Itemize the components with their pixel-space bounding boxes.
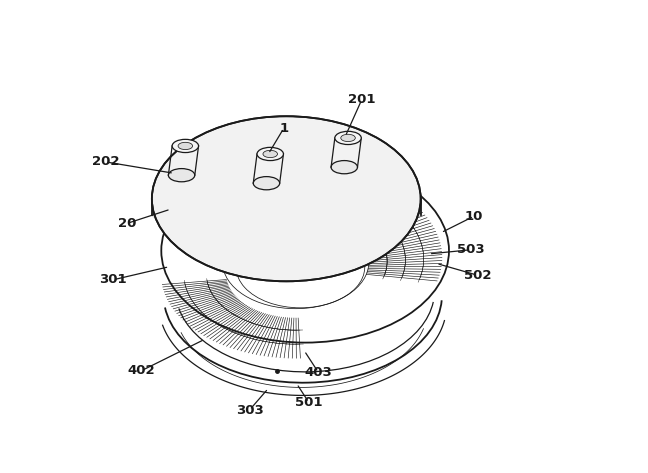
Ellipse shape [257, 148, 283, 160]
Text: 503: 503 [457, 243, 485, 256]
Text: 402: 402 [127, 364, 155, 377]
Text: 202: 202 [93, 156, 120, 168]
Ellipse shape [152, 116, 421, 281]
Ellipse shape [168, 168, 195, 182]
Ellipse shape [341, 134, 355, 141]
Ellipse shape [331, 160, 358, 174]
Ellipse shape [263, 150, 277, 158]
Text: 403: 403 [305, 366, 332, 379]
Text: 201: 201 [348, 93, 375, 106]
Text: 20: 20 [118, 217, 137, 230]
Ellipse shape [335, 131, 361, 145]
Ellipse shape [172, 140, 198, 153]
Ellipse shape [253, 176, 280, 190]
Ellipse shape [178, 142, 192, 149]
Polygon shape [152, 199, 421, 225]
Text: 301: 301 [99, 273, 126, 286]
Text: 502: 502 [463, 269, 491, 282]
Text: 10: 10 [465, 210, 483, 223]
Text: 501: 501 [295, 396, 323, 409]
Text: 303: 303 [236, 403, 263, 417]
Text: 1: 1 [279, 122, 288, 134]
